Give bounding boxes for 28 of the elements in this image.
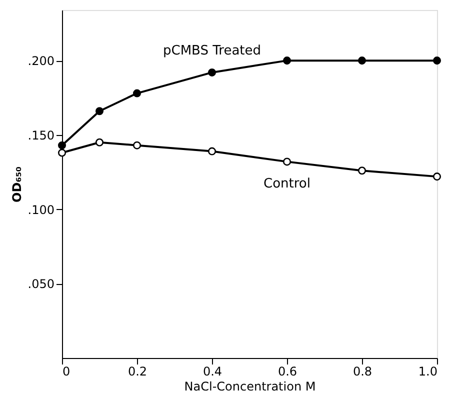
x-tick-label: 0.2: [128, 364, 148, 378]
x-tick-label: 0.8: [352, 364, 372, 378]
x-tick-label: 0: [62, 364, 70, 378]
point: [208, 147, 216, 156]
y-tick-label: .150: [28, 128, 54, 142]
point: [132, 141, 142, 150]
x-tick-label: 0.4: [202, 364, 222, 378]
point: [132, 89, 142, 98]
point: [58, 148, 66, 157]
y-tick-label: .050: [28, 277, 54, 292]
y-tick-label: .200: [28, 54, 54, 68]
x-axis-title: NaCl-Concentration M: [184, 380, 316, 394]
point: [282, 56, 292, 65]
point: [58, 141, 66, 150]
point: [358, 166, 366, 175]
point: [95, 138, 104, 146]
point: [432, 56, 442, 65]
y-tick-label: .100: [28, 202, 54, 217]
point: [358, 56, 366, 65]
x-tick-label: 0.6: [278, 364, 298, 378]
series-label: pCMBS Treated: [162, 43, 262, 58]
series-label: Control: [264, 176, 310, 192]
point: [208, 68, 216, 76]
x-tick-label: 1.0: [418, 364, 438, 378]
point: [432, 172, 442, 181]
y-axis-title: OD₆₅₀: [10, 166, 24, 202]
point: [95, 107, 104, 116]
point: [282, 158, 292, 166]
